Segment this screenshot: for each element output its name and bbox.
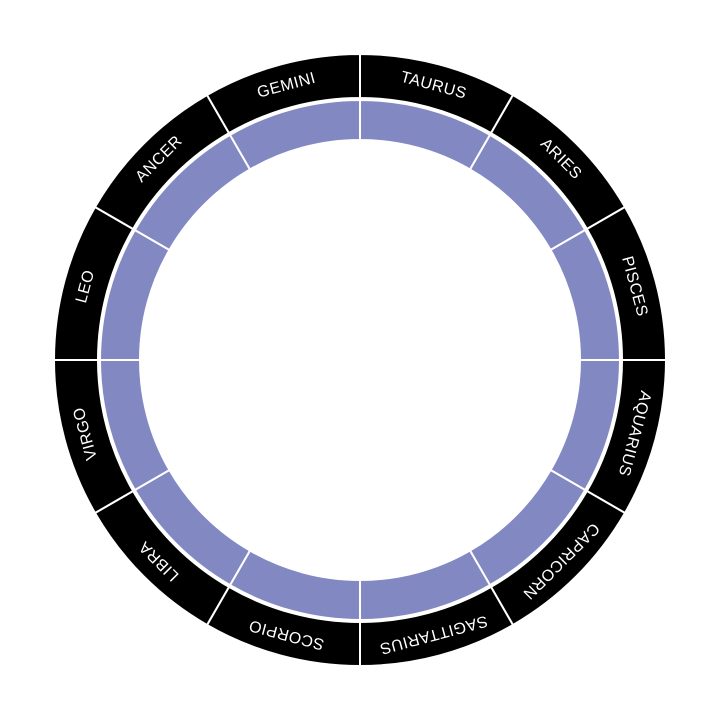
inner-colored-ring — [98, 98, 622, 622]
outer-sign-ring: TAURUSARIESPISCESAQUARIUSCAPRICORNSAGITT… — [52, 52, 668, 668]
sign-sector-gemini — [205, 52, 361, 135]
center-disc — [141, 141, 579, 579]
inner-sector-gemini — [228, 98, 361, 171]
